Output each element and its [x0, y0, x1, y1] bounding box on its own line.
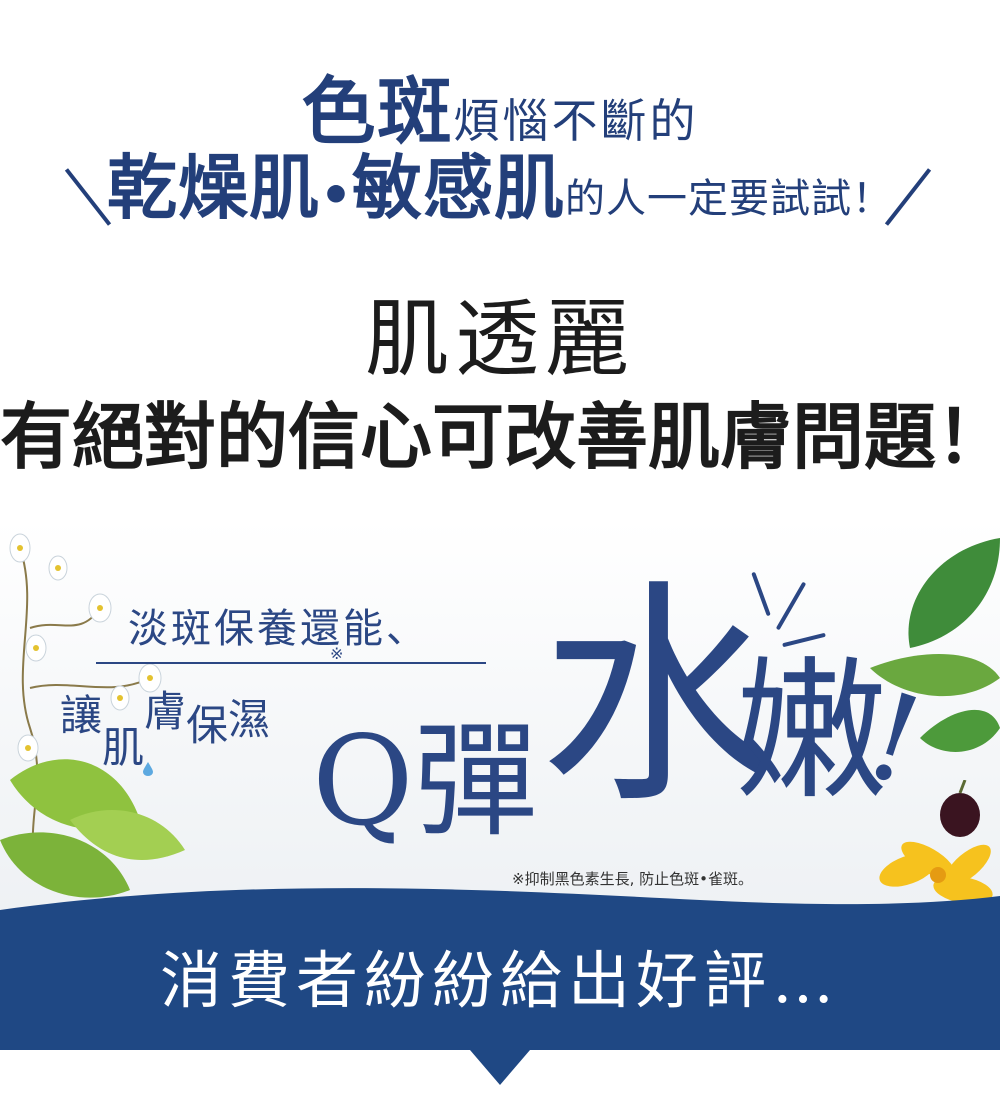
- promo-char: 濕: [228, 695, 271, 744]
- headline-line-2-sensitive-skin: 敏感肌: [351, 146, 565, 229]
- yellow-lily-illustration: [879, 841, 993, 904]
- headline-line-2-dry-skin: 乾燥肌: [107, 146, 321, 229]
- promo-tender-char: 嫩: [735, 643, 887, 820]
- white-flowers-illustration: [9, 533, 162, 879]
- promo-q-bounce: Q彈: [312, 710, 538, 854]
- headline-line-2: 乾燥肌•敏感肌的人一定要試試！: [0, 132, 1000, 233]
- promo-char: 保: [186, 701, 229, 750]
- brand-name: 肌透麗: [364, 290, 635, 388]
- footnote: ※抑制黑色素生長, 防止色斑•雀斑。: [512, 870, 753, 888]
- promo-line-2: 讓肌膚保濕: [60, 686, 271, 772]
- promo-water-char: 水: [540, 560, 777, 835]
- headline-line-2-rest: 的人一定要試試！: [564, 176, 893, 222]
- review-banner-text: 消費者紛紛給出好評…: [159, 944, 840, 1017]
- olive-illustration: [940, 780, 980, 837]
- promo-char: 肌: [102, 723, 145, 772]
- green-leaves-left-illustration: [0, 759, 185, 898]
- promo-line-1: 淡斑保養還能、: [128, 606, 429, 652]
- headline-line-2-dot: •: [320, 165, 352, 224]
- promo-underline: [96, 662, 486, 664]
- green-leaves-right-illustration: [870, 538, 1000, 752]
- promo-char: 膚: [144, 687, 187, 736]
- promo-char: 讓: [60, 691, 103, 740]
- water-drop-icon: [143, 762, 153, 776]
- reference-mark: ※: [330, 644, 344, 663]
- review-banner: [0, 888, 1000, 1085]
- headline-line-1-emphasis: 色斑: [301, 69, 454, 155]
- headline-line-1: 色斑煩惱不斷的: [0, 52, 1000, 159]
- headline-line-1-rest: 煩惱不斷的: [453, 94, 699, 148]
- brand-claim: 有絕對的信心可改善肌膚問題！: [0, 395, 1000, 479]
